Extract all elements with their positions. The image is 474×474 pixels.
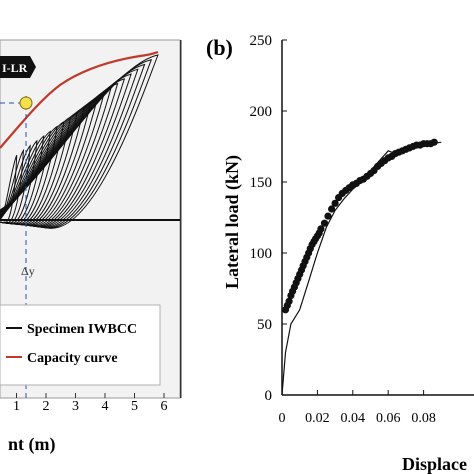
- panel-b-y-tick-label: 250: [250, 33, 273, 49]
- data-point: [285, 297, 293, 305]
- panel-b-x-tick-label: 0.04: [341, 411, 366, 426]
- panel-a-x-tick-label: 2: [43, 399, 50, 414]
- legend-box: [0, 304, 161, 386]
- data-point: [317, 225, 325, 233]
- delta-y-label: Δy: [21, 264, 35, 278]
- panel-b-y-ticks: 0 50 100 150 200 250: [250, 33, 287, 404]
- panel-b-x-ticks: 0 0.02 0.04 0.06 0.08: [279, 390, 436, 426]
- panel-a-x-tick-label: 5: [131, 399, 138, 414]
- panel-b-y-tick-label: 200: [250, 104, 273, 120]
- hysteresis-loop: [0, 54, 159, 229]
- panel-a-x-tick-label: 1: [13, 399, 20, 414]
- panel-a-x-ticks: 1 2 3 4 5 6: [13, 393, 168, 414]
- panel-a-right-frame: [180, 40, 182, 398]
- panel-b-y-tick-label: 100: [250, 246, 273, 262]
- panel-a: Δy I-LR Specimen IWBCC Capacity curve 1 2…: [0, 39, 182, 455]
- data-point: [331, 199, 339, 207]
- panel-b-x-tick-label: 0.02: [305, 411, 330, 426]
- panel-a-x-tick-label: 4: [102, 399, 109, 414]
- panel-b-y-tick-label: 0: [265, 388, 273, 404]
- panel-a-x-tick-label: 6: [161, 399, 168, 414]
- badge-arrow: [0, 56, 36, 78]
- data-point: [320, 219, 329, 227]
- panel-a-xlabel: nt (m): [8, 434, 56, 455]
- data-point: [328, 205, 336, 213]
- hysteresis-loops: [0, 54, 159, 229]
- panel-b-xlabel: Displace: [402, 454, 467, 474]
- data-point: [430, 138, 438, 146]
- panel-b-y-tick-label: 50: [257, 317, 272, 333]
- data-point: [324, 212, 332, 220]
- panel-b-x-tick-label: 0: [279, 411, 286, 426]
- panel-b-x-tick-label: 0.08: [411, 411, 436, 426]
- legend-label-specimen: Specimen IWBCC: [27, 322, 137, 337]
- panel-a-x-tick-label: 3: [72, 399, 79, 414]
- panel-b-label: (b): [206, 35, 233, 60]
- capacity-curve: [0, 50, 159, 149]
- panel-b-ylabel: Lateral load (kN): [222, 155, 243, 289]
- test-data-points: [281, 138, 438, 314]
- yield-point-marker: [19, 96, 33, 110]
- legend-label-capacity: Capacity curve: [27, 351, 118, 366]
- panel-b-x-tick-label: 0.06: [376, 411, 401, 426]
- badge-label: I-LR: [2, 61, 28, 75]
- panel-b-y-tick-label: 150: [250, 175, 273, 191]
